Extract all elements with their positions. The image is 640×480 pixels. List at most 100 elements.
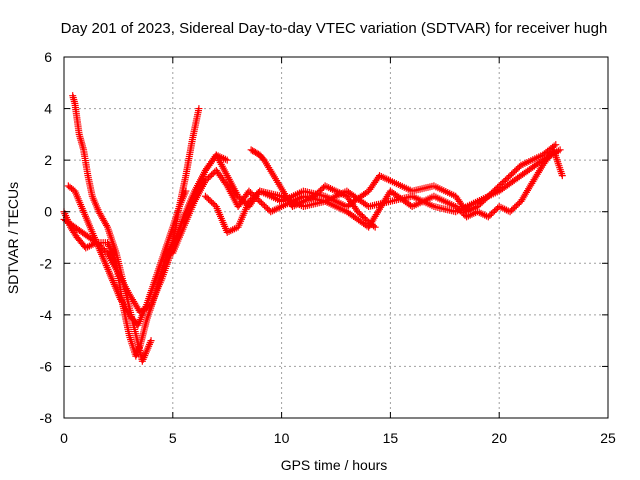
series-trace-5 <box>169 146 564 257</box>
data-point <box>506 172 514 180</box>
data-point <box>484 213 492 221</box>
data-point <box>478 198 486 206</box>
y-tick-label: -4 <box>40 307 53 323</box>
data-point <box>354 208 362 216</box>
data-point <box>511 203 519 211</box>
x-tick-label: 10 <box>274 430 290 446</box>
data-point <box>315 188 323 196</box>
data-point <box>492 206 500 214</box>
data-point <box>458 208 466 216</box>
series-trace-7 <box>201 146 566 236</box>
data-point <box>489 208 497 216</box>
data-point <box>453 204 461 212</box>
data-point <box>455 206 463 214</box>
data-point <box>509 205 517 213</box>
data-point <box>247 189 255 197</box>
data-point <box>371 223 379 231</box>
plot-frame <box>63 56 609 419</box>
data-point <box>310 192 318 200</box>
data-point <box>245 187 253 195</box>
data-point <box>259 200 267 208</box>
x-tick-label: 20 <box>491 430 507 446</box>
data-point <box>456 207 464 215</box>
data-point <box>100 246 108 254</box>
data-point <box>262 203 270 211</box>
y-axis-label: SDTVAR / TECUs <box>5 182 21 294</box>
data-point <box>558 172 566 180</box>
data-point <box>511 167 519 175</box>
data-point <box>452 203 460 211</box>
data-point <box>459 210 467 218</box>
data-point <box>312 191 320 199</box>
data-point <box>492 185 500 193</box>
data-point <box>509 169 517 177</box>
data-point <box>498 179 506 187</box>
data-point <box>477 200 485 208</box>
data-point <box>261 202 269 210</box>
series-trace-4 <box>60 151 231 316</box>
data-point <box>494 183 502 191</box>
data-point <box>239 197 247 205</box>
data-point <box>205 174 213 182</box>
data-point <box>552 141 560 149</box>
data-point <box>253 190 261 198</box>
data-point <box>203 175 211 183</box>
data-point <box>206 172 214 180</box>
data-point <box>208 171 216 179</box>
data-point <box>481 195 489 203</box>
data-point <box>209 200 217 208</box>
data-point <box>206 197 214 205</box>
data-point <box>500 178 508 186</box>
data-point <box>355 209 363 217</box>
data-point <box>475 201 483 209</box>
y-tick-label: -2 <box>40 255 53 271</box>
data-point <box>512 166 520 174</box>
data-point <box>222 180 230 188</box>
data-point <box>515 163 523 171</box>
data-point <box>495 182 503 190</box>
x-axis-ticks: 0 5 10 15 20 25 <box>60 57 616 446</box>
data-point <box>318 185 326 193</box>
data-point <box>205 195 213 203</box>
data-point <box>489 188 497 196</box>
data-point <box>223 156 231 164</box>
data-point <box>360 214 368 222</box>
data-point <box>506 208 514 216</box>
data-point <box>505 173 513 181</box>
data-point <box>480 197 488 205</box>
data-point <box>503 175 511 183</box>
data-point <box>357 211 365 219</box>
data-point <box>514 164 522 172</box>
y-tick-label: -8 <box>40 410 53 426</box>
y-tick-label: 0 <box>44 204 52 220</box>
y-tick-label: 6 <box>44 49 52 65</box>
data-point <box>195 105 203 113</box>
data-point <box>491 207 499 215</box>
y-tick-label: 4 <box>44 101 52 117</box>
data-point <box>487 189 495 197</box>
data-point <box>132 352 140 360</box>
data-point <box>99 245 107 253</box>
series-trace-3 <box>64 182 190 329</box>
data-point <box>147 337 155 345</box>
data-point <box>484 192 492 200</box>
data-point <box>491 186 499 194</box>
series-trace-6 <box>180 141 560 226</box>
data-point <box>501 176 509 184</box>
data-point <box>96 242 104 250</box>
data-point <box>201 192 209 200</box>
x-tick-label: 15 <box>383 430 399 446</box>
data-point <box>97 243 105 251</box>
data-point <box>251 192 259 200</box>
data-point <box>508 170 516 178</box>
data-point <box>487 210 495 218</box>
data-point <box>486 191 494 199</box>
data-point <box>370 222 378 230</box>
data-point <box>264 205 272 213</box>
data-point <box>497 180 505 188</box>
data-point <box>245 197 253 205</box>
data-point <box>240 198 248 206</box>
data-point <box>313 189 321 197</box>
data-point <box>486 211 494 219</box>
